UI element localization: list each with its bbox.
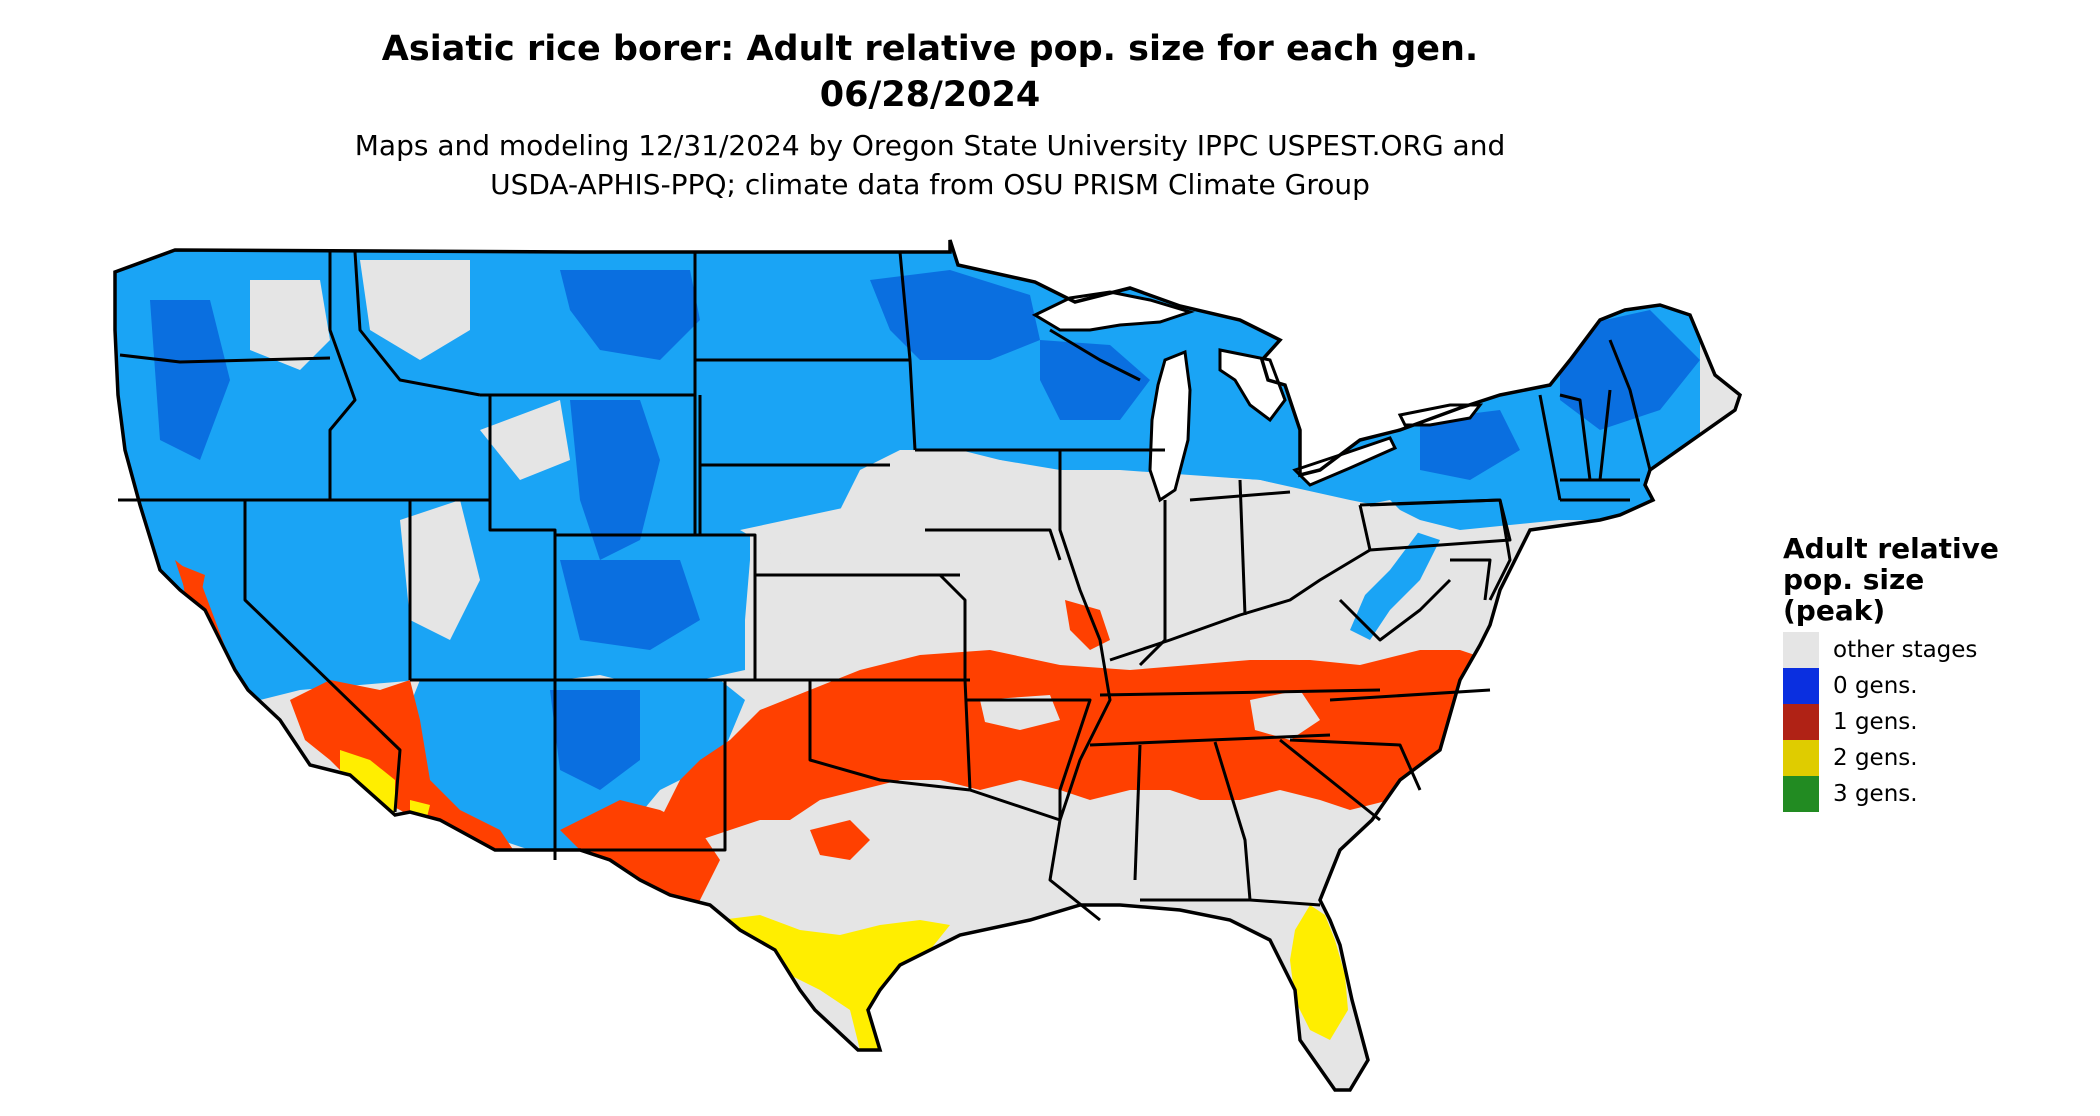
- border-nm-tx: [580, 680, 727, 852]
- cold-zone-dark-colorado: [560, 560, 700, 650]
- border-id-mt: [353, 251, 481, 397]
- one-gen-central-california-patch: [180, 565, 205, 600]
- legend-label-3-gens: 3 gens.: [1833, 781, 1918, 807]
- other-stages-washington-basin: [250, 280, 330, 370]
- other-stages-wyoming-basin: [480, 400, 570, 480]
- border-ia-mo: [925, 528, 1062, 561]
- subtitle-line-1: Maps and modeling 12/31/2024 by Oregon S…: [354, 129, 1506, 162]
- other-stages-idaho-plain: [360, 260, 470, 360]
- legend-label-other-stages: other stages: [1833, 637, 1978, 663]
- cold-zone-dark-arizona: [550, 690, 640, 790]
- cold-zone-eastern-ridge: [1350, 530, 1440, 640]
- border-ky-tn: [1099, 688, 1381, 697]
- border-co: [555, 533, 757, 680]
- two-gen-florida-peninsula: [1290, 905, 1348, 1040]
- cold-zone-dark-newyork: [1420, 410, 1520, 480]
- border-ny-pa: [1369, 498, 1501, 507]
- legend-swatch-other-stages: [1783, 632, 1819, 668]
- title-line-2: 06/28/2024: [819, 75, 1041, 115]
- cold-zone-dark-minnesota: [870, 270, 1040, 360]
- border-wi-mi: [1049, 328, 1141, 382]
- map-subtitle: Maps and modeling 12/31/2024 by Oregon S…: [0, 126, 1860, 204]
- border-wa-or: [119, 353, 331, 364]
- title-line-1: Asiatic rice borer: Adult relative pop. …: [381, 29, 1479, 69]
- legend-swatch-0-gens: [1783, 668, 1819, 704]
- legend-item-other-stages: other stages: [1783, 632, 2083, 668]
- other-stages-plains: [740, 460, 1100, 565]
- map-title: Asiatic rice borer: Adult relative pop. …: [0, 26, 1860, 118]
- lake-michigan: [1148, 349, 1192, 503]
- border-id-west: [328, 252, 357, 500]
- legend-title-line-2: pop. size: [1783, 563, 1925, 596]
- border-va-nc: [1329, 688, 1491, 702]
- lake-huron: [1218, 348, 1287, 423]
- border-al-ga: [1213, 741, 1252, 901]
- legend-label-2-gens: 2 gens.: [1833, 745, 1918, 771]
- other-stages-appalachian-island: [1250, 690, 1320, 740]
- legend: Adult relative pop. size (peak) other st…: [1783, 533, 2083, 812]
- legend-item-2-gens: 2 gens.: [1783, 740, 2083, 776]
- legend-title: Adult relative pop. size (peak): [1783, 533, 2083, 626]
- border-md-de: [1450, 558, 1492, 601]
- legend-swatch-2-gens: [1783, 740, 1819, 776]
- two-gen-southern-california: [340, 750, 395, 815]
- border-nj: [1488, 499, 1512, 601]
- border-ohio-river: [1109, 548, 1371, 662]
- border-ms-al: [1133, 744, 1142, 881]
- legend-item-0-gens: 0 gens.: [1783, 668, 2083, 704]
- border-mi-in-oh: [1189, 490, 1291, 502]
- border-ga-fl: [1140, 898, 1321, 907]
- legend-label-1-gens: 1 gens.: [1833, 709, 1918, 735]
- cold-zone-dark-michigan: [1040, 340, 1150, 420]
- border-ga-sc: [1279, 738, 1381, 822]
- border-mississippi-river: [1058, 450, 1112, 821]
- border-nc-sc: [1289, 738, 1422, 791]
- legend-swatch-1-gens: [1783, 704, 1819, 740]
- border-in-oh: [1238, 479, 1247, 616]
- legend-item-1-gens: 1 gens.: [1783, 704, 2083, 740]
- border-ar: [965, 698, 1092, 820]
- border-vt-nh: [1559, 389, 1612, 481]
- cold-zone-dark-montana: [560, 270, 700, 360]
- cold-zone-dark-rockies: [570, 400, 660, 560]
- three-gen-florida-keys: [1305, 1093, 1340, 1102]
- border-ny-ne: [1538, 394, 1562, 501]
- state-borders: [118, 251, 1652, 922]
- one-gen-louisiana-patch: [810, 820, 870, 860]
- border-me: [1608, 339, 1652, 471]
- border-la: [969, 788, 1101, 922]
- border-az-nm: [410, 678, 725, 860]
- cold-zone-dark-cascades: [150, 300, 230, 460]
- two-gen-texas-inland-strip: [1060, 940, 1090, 955]
- border-tn-south: [1089, 733, 1331, 747]
- border-ok-tx: [808, 680, 971, 792]
- legend-item-3-gens: 3 gens.: [1783, 776, 2083, 812]
- border-wv-va: [1338, 578, 1452, 642]
- one-gen-desert-southwest: [290, 680, 520, 860]
- legend-title-line-3: (peak): [1783, 594, 1886, 627]
- other-stages-arkansas-island: [980, 695, 1060, 730]
- subtitle-line-2: USDA-APHIS-PPQ; climate data from OSU PR…: [490, 168, 1370, 201]
- legend-title-line-1: Adult relative: [1783, 532, 1999, 565]
- cold-zone-dark-newengland: [1560, 310, 1700, 430]
- other-stages-great-basin: [400, 500, 480, 640]
- border-il-in: [1138, 500, 1167, 667]
- legend-swatch-3-gens: [1783, 776, 1819, 812]
- border-mn-west: [898, 251, 917, 451]
- border-ma-ct: [1560, 478, 1640, 502]
- border-mo-west: [938, 573, 972, 791]
- legend-label-0-gens: 0 gens.: [1833, 673, 1918, 699]
- border-ca-nv: [243, 500, 402, 813]
